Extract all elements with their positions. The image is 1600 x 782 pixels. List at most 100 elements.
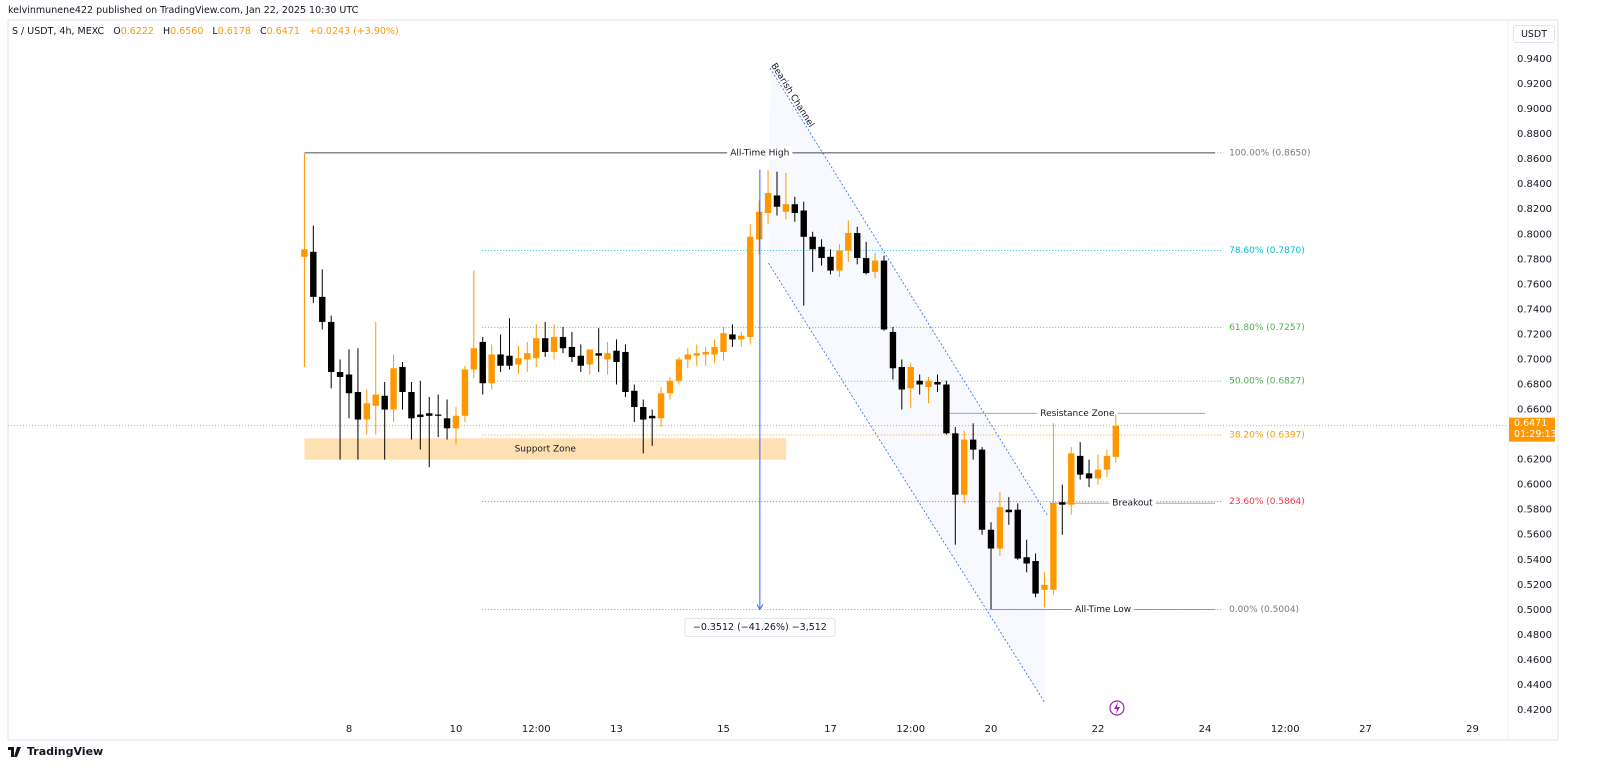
- y-tick-label: 0.4200: [1517, 705, 1552, 716]
- candle-body: [310, 251, 317, 297]
- candle-body: [969, 439, 977, 450]
- y-tick-label: 0.8400: [1517, 179, 1552, 190]
- candle-body: [488, 354, 495, 384]
- y-tick-label: 0.7400: [1517, 304, 1552, 315]
- candle-body: [1032, 561, 1039, 594]
- readout-value: 0.6560: [170, 26, 204, 37]
- candle-body: [934, 382, 941, 385]
- measure-label: −0.3512 (−41.26%) −3,512: [693, 622, 827, 633]
- candle-body: [675, 359, 683, 381]
- candle-body: [755, 211, 763, 240]
- candle-body: [354, 392, 362, 420]
- label-background: [1109, 496, 1156, 511]
- y-tick-label: 0.7000: [1517, 354, 1552, 365]
- label-background: [1037, 406, 1118, 421]
- candle-body: [1076, 455, 1084, 475]
- y-tick-label: 0.5800: [1517, 505, 1552, 516]
- y-tick-label: 0.4600: [1517, 655, 1552, 666]
- candle-body: [497, 354, 504, 366]
- readout-key: C: [259, 26, 267, 37]
- candle-body: [640, 407, 647, 420]
- x-tick-label: 12:00: [896, 724, 925, 735]
- candle-body: [515, 358, 522, 365]
- candle-body: [417, 414, 424, 418]
- candle-body: [925, 380, 932, 388]
- candle-body: [907, 366, 914, 389]
- fib-label: 23.60% (0.5864): [1229, 497, 1305, 507]
- y-tick-label: 0.6600: [1517, 405, 1552, 416]
- x-tick-label: 12:00: [522, 724, 551, 735]
- candle-body: [898, 366, 906, 390]
- y-tick-label: 0.5600: [1517, 530, 1552, 541]
- candle-body: [1094, 469, 1102, 479]
- y-tick-label: 0.7600: [1517, 279, 1552, 290]
- candle-body: [408, 392, 415, 419]
- x-tick-label: 24: [1199, 724, 1212, 735]
- candle-body: [1112, 425, 1120, 457]
- footer-brand: TradingView: [27, 745, 104, 758]
- y-tick-label: 0.6000: [1517, 480, 1552, 491]
- last-price-tag: [1509, 417, 1555, 442]
- candle-body: [568, 346, 576, 357]
- candle-body: [747, 236, 754, 337]
- last-price-label: 0.6471: [1514, 418, 1547, 429]
- y-tick-label: 0.4400: [1517, 680, 1552, 691]
- candle-body: [738, 335, 745, 340]
- y-tick-label: 0.9400: [1517, 54, 1552, 65]
- candle-body: [916, 380, 923, 385]
- footer: TradingView: [8, 745, 103, 758]
- candle-body: [631, 390, 638, 408]
- candle-body: [720, 333, 727, 352]
- candle-body: [327, 321, 335, 372]
- y-tick-label: 0.8000: [1517, 229, 1552, 240]
- x-tick-label: 22: [1092, 724, 1105, 735]
- candle-body: [773, 195, 781, 207]
- alert-icon[interactable]: [1109, 700, 1125, 716]
- candle-body: [836, 250, 843, 271]
- candle-body: [1103, 455, 1111, 470]
- x-tick-label: 27: [1359, 724, 1372, 735]
- candle-body: [613, 350, 620, 362]
- candle-body: [943, 384, 950, 434]
- candle-body: [657, 393, 665, 419]
- candle-body: [604, 353, 611, 360]
- candle-body: [319, 296, 326, 322]
- candle-body: [506, 355, 513, 366]
- candle-body: [399, 366, 406, 393]
- currency-button[interactable]: USDT: [1513, 25, 1555, 43]
- candle-body: [586, 349, 593, 365]
- readout-change: +0.0243 (+3.90%): [308, 26, 399, 37]
- x-tick-label: 15: [717, 724, 730, 735]
- candle-body: [372, 394, 379, 406]
- candle-body: [845, 233, 852, 251]
- tv-logo: [8, 746, 21, 757]
- y-tick-label: 0.8200: [1517, 204, 1552, 215]
- candle-body: [827, 256, 834, 271]
- readout-key: L: [212, 26, 218, 37]
- tv-logo-shape: [8, 746, 21, 757]
- candle-body: [729, 334, 736, 340]
- candle-body: [862, 258, 870, 274]
- candle-body: [684, 354, 692, 360]
- readout-key: O: [113, 26, 121, 37]
- candle-body: [889, 331, 897, 369]
- candle-body: [470, 348, 478, 370]
- candle-body: [622, 351, 629, 393]
- x-tick-label: 8: [346, 724, 352, 735]
- y-tick-label: 0.7800: [1517, 254, 1552, 265]
- publish-info: kelvinmunene422 published on TradingView…: [8, 5, 359, 16]
- y-tick-label: 0.4800: [1517, 630, 1552, 641]
- candle-body: [978, 449, 986, 530]
- candle-body: [301, 249, 308, 257]
- candle-body: [559, 336, 567, 349]
- candle-body: [426, 413, 433, 416]
- channel-line: [768, 262, 1046, 704]
- y-tick-label: 0.6200: [1517, 455, 1552, 466]
- measure-label-box: [684, 617, 836, 637]
- level-label: Breakout: [1112, 499, 1153, 509]
- symbol-readout: S / USDT, 4h, MEXC O0.6222 H0.6560 L0.61…: [12, 26, 399, 37]
- candle-body: [1059, 502, 1066, 505]
- support-zone-label: Support Zone: [515, 444, 577, 454]
- candle-body: [961, 439, 968, 495]
